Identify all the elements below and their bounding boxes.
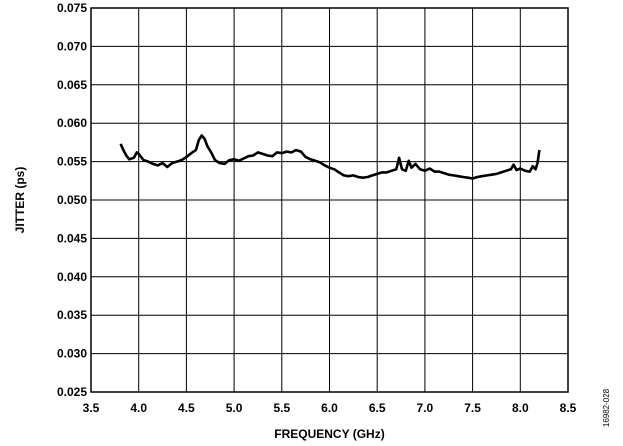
y-tick-label: 0.035: [57, 308, 87, 322]
chart-grid: [90, 7, 569, 393]
y-tick-label: 0.025: [57, 385, 87, 399]
y-tick-label: 0.070: [57, 39, 87, 53]
y-tick-label: 0.065: [57, 78, 87, 92]
x-tick-label: 4.0: [130, 401, 147, 415]
x-tick-label: 7.5: [464, 401, 481, 415]
x-tick-label: 8.5: [560, 401, 577, 415]
y-tick-label: 0.045: [57, 231, 87, 245]
x-axis-title: FREQUENCY (GHz): [274, 427, 384, 441]
x-tick-label: 5.0: [226, 401, 243, 415]
y-tick-label: 0.050: [57, 193, 87, 207]
figure-id-label: 16982-028: [602, 388, 611, 427]
y-tick-label: 0.075: [57, 1, 87, 15]
x-tick-label: 8.0: [512, 401, 529, 415]
y-axis-ticks: 0.075 0.070 0.065 0.060 0.055 0.050 0.045 0.040…: [57, 1, 87, 399]
x-tick-label: 5.5: [273, 401, 290, 415]
plot-frame: [90, 7, 569, 393]
jitter-series-line: [119, 134, 541, 180]
x-tick-label: 6.5: [369, 401, 386, 415]
x-tick-label: 4.5: [178, 401, 195, 415]
y-axis-title: JITTER (ps): [13, 167, 27, 234]
y-tick-label: 0.060: [57, 116, 87, 130]
x-tick-label: 6.0: [321, 401, 338, 415]
y-tick-label: 0.030: [57, 347, 87, 361]
y-tick-label: 0.040: [57, 270, 87, 284]
x-tick-label: 7.0: [417, 401, 434, 415]
y-tick-label: 0.055: [57, 155, 87, 169]
x-axis-ticks: 3.5 4.0 4.5 5.0 5.5 6.0 6.5 7.0 7.5 8.0 8.5: [83, 401, 577, 415]
x-tick-label: 3.5: [83, 401, 100, 415]
